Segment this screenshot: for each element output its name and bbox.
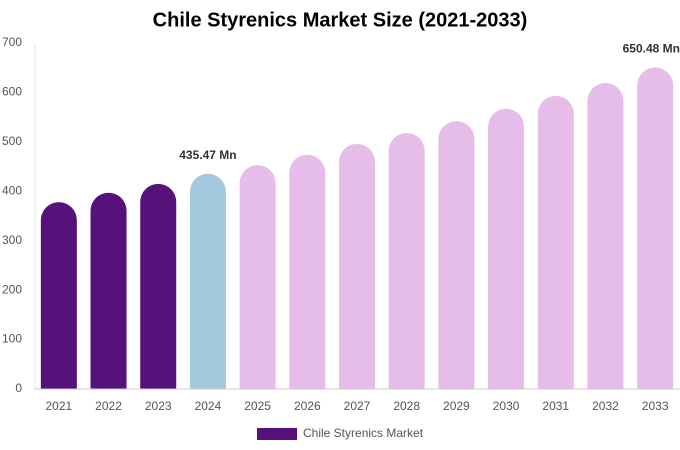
x-tick-label: 2022 [95, 399, 122, 413]
x-tick-label: 2023 [145, 399, 172, 413]
bar [388, 132, 425, 389]
y-tick-label: 400 [2, 183, 22, 197]
y-tick-label: 200 [2, 282, 22, 296]
bar [488, 108, 525, 389]
bar [289, 154, 326, 389]
value-label: 435.47 Mn [179, 148, 236, 162]
bar [189, 173, 226, 389]
y-tick-label: 100 [2, 332, 22, 346]
y-tick-label: 600 [2, 85, 22, 99]
bar [537, 95, 574, 389]
x-tick-label: 2027 [344, 399, 371, 413]
y-tick-label: 700 [2, 35, 22, 49]
chart-title: Chile Styrenics Market Size (2021-2033) [153, 9, 528, 31]
bar [637, 67, 674, 389]
x-tick-label: 2033 [642, 399, 669, 413]
bar [239, 165, 276, 389]
legend-label: Chile Styrenics Market [303, 426, 424, 440]
x-tick-label: 2024 [195, 399, 222, 413]
x-tick-label: 2031 [542, 399, 569, 413]
bar [339, 143, 375, 389]
x-tick-label: 2028 [393, 399, 420, 413]
bar [90, 192, 127, 389]
x-tick-label: 2021 [45, 399, 72, 413]
y-tick-label: 500 [2, 134, 22, 148]
value-label: 650.48 Mn [623, 42, 680, 56]
x-tick-label: 2032 [592, 399, 619, 413]
legend-swatch [257, 428, 297, 440]
bar [438, 121, 475, 389]
x-tick-label: 2025 [244, 399, 271, 413]
y-tick-label: 0 [15, 381, 22, 395]
bar [140, 183, 177, 389]
x-tick-label: 2029 [443, 399, 470, 413]
x-tick-label: 2030 [493, 399, 520, 413]
y-tick-label: 300 [2, 233, 22, 247]
bar [587, 83, 624, 389]
bar [40, 202, 77, 389]
x-tick-label: 2026 [294, 399, 321, 413]
